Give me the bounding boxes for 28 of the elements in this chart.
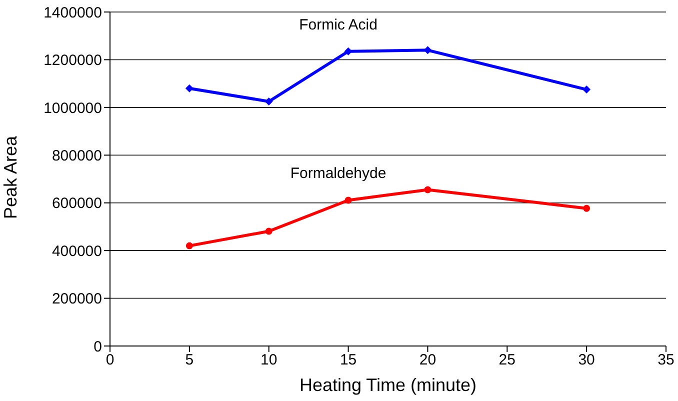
x-tick-label: 10 [260,352,278,369]
point [344,196,352,204]
y-tick-label: 800000 [52,147,102,164]
point [583,204,590,212]
point [582,86,591,94]
point [424,186,432,194]
y-axis-title: Peak Area [0,134,20,219]
y-tick-label: 1200000 [44,52,102,70]
x-tick-label: 25 [498,352,516,369]
y-tick-label: 1400000 [44,4,102,22]
x-tick-label: 20 [419,352,436,369]
x-axis-title: Heating Time (minute) [299,375,477,395]
y-tick-label: 0 [94,338,102,356]
point [264,97,273,106]
x-tick-label: 15 [340,352,357,369]
y-tick-label: 1000000 [44,100,102,117]
series-label: Formic Acid [299,16,378,34]
x-tick-label: 30 [578,352,595,369]
y-tick-label: 600000 [52,195,102,212]
point [265,228,272,235]
point [185,84,194,92]
x-tick-label: 35 [658,352,674,369]
x-tick-label: 5 [185,352,194,369]
point [186,242,193,250]
x-tick-label: 0 [106,352,114,369]
y-tick-label: 200000 [52,290,102,308]
series-label: Formaldehyde [290,165,386,182]
y-tick-label: 400000 [52,242,102,260]
